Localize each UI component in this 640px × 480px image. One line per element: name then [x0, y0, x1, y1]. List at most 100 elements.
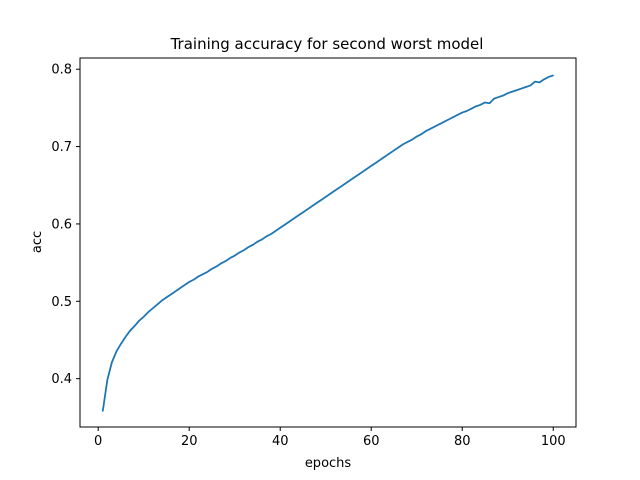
- data-point: [407, 141, 409, 143]
- data-point: [488, 102, 491, 104]
- data-point: [548, 76, 550, 78]
- data-point: [447, 118, 450, 121]
- data-point: [434, 125, 436, 128]
- data-point: [534, 80, 536, 83]
- data-point: [402, 143, 404, 145]
- data-point: [420, 133, 422, 135]
- data-point: [520, 87, 522, 90]
- data-point: [152, 307, 154, 309]
- data-point: [461, 111, 463, 114]
- data-point: [174, 290, 177, 292]
- data-point: [252, 244, 254, 246]
- data-point: [338, 186, 340, 189]
- data-point: [525, 86, 527, 88]
- data-point: [184, 284, 186, 286]
- data-point: [316, 202, 318, 204]
- y-axis-ticks: 0.4 0.5 0.6 0.7 0.8: [51, 63, 80, 387]
- data-point: [143, 316, 145, 318]
- data-point: [511, 91, 513, 93]
- data-point: [329, 193, 331, 195]
- x-axis-ticks: 0 20 40 60 80 100: [94, 427, 566, 449]
- x-tick-label: 80: [454, 434, 471, 449]
- data-point: [366, 168, 368, 170]
- data-point: [188, 281, 190, 283]
- data-point: [134, 325, 136, 327]
- data-point: [379, 159, 381, 161]
- x-tick-label: 20: [181, 434, 198, 449]
- data-point: [352, 177, 354, 179]
- data-point: [470, 108, 472, 110]
- data-point: [306, 208, 309, 210]
- data-point: [206, 271, 209, 273]
- y-tick-label: 0.8: [51, 63, 72, 78]
- data-point: [466, 110, 468, 112]
- data-point: [147, 311, 149, 313]
- data-point: [384, 156, 386, 158]
- data-point: [138, 320, 140, 322]
- data-point: [284, 224, 286, 226]
- data-point: [220, 262, 222, 264]
- data-point: [225, 260, 227, 262]
- data-point: [275, 230, 277, 232]
- data-point: [452, 116, 454, 118]
- y-tick-label: 0.4: [51, 372, 72, 387]
- data-point: [552, 74, 554, 77]
- data-point: [165, 296, 168, 299]
- data-point: [320, 199, 322, 201]
- data-point: [161, 299, 163, 302]
- data-point: [425, 130, 427, 132]
- data-point: [256, 241, 259, 243]
- data-point: [397, 146, 400, 148]
- data-point: [457, 114, 459, 116]
- data-point: [416, 135, 418, 138]
- data-point: [265, 235, 268, 237]
- data-point: [334, 190, 336, 192]
- data-point: [261, 238, 263, 241]
- data-point: [529, 84, 532, 87]
- x-tick-label: 100: [541, 434, 566, 449]
- data-point: [411, 139, 413, 141]
- series-group: [101, 74, 554, 412]
- data-point: [229, 257, 231, 259]
- data-point: [247, 246, 249, 248]
- y-axis-label: acc: [30, 231, 45, 253]
- data-point: [370, 165, 372, 167]
- data-point: [156, 303, 158, 305]
- data-point: [293, 217, 295, 220]
- x-tick-label: 60: [363, 434, 380, 449]
- data-point: [238, 251, 240, 254]
- x-tick-label: 40: [272, 434, 289, 449]
- data-point: [124, 336, 127, 338]
- data-point: [193, 279, 195, 281]
- data-point: [302, 211, 304, 213]
- data-point: [202, 273, 204, 275]
- data-point: [543, 78, 545, 80]
- data-point: [539, 81, 541, 83]
- plot-area: 0 20 40 60 80 100 0.4 0.5 0.6 0.7 0.8: [51, 57, 577, 449]
- data-point: [493, 98, 495, 100]
- data-point: [388, 152, 391, 155]
- data-point: [516, 89, 518, 91]
- data-point: [170, 293, 172, 295]
- data-point: [111, 361, 113, 364]
- data-point: [475, 105, 477, 107]
- data-point: [211, 268, 213, 270]
- data-point: [243, 249, 245, 251]
- data-point: [343, 183, 345, 186]
- data-point: [356, 174, 359, 176]
- data-point: [311, 205, 313, 207]
- data-point: [347, 180, 350, 182]
- data-point: [438, 123, 441, 125]
- data-point: [234, 255, 236, 257]
- data-point: [507, 92, 509, 94]
- data-point: [443, 121, 445, 123]
- data-point: [115, 350, 117, 353]
- data-point: [393, 149, 395, 152]
- data-point: [279, 227, 281, 229]
- y-tick-label: 0.6: [51, 217, 72, 232]
- data-point: [498, 96, 500, 98]
- data-point: [502, 94, 504, 97]
- data-point: [375, 162, 377, 164]
- data-point: [215, 265, 218, 268]
- data-point: [197, 275, 199, 278]
